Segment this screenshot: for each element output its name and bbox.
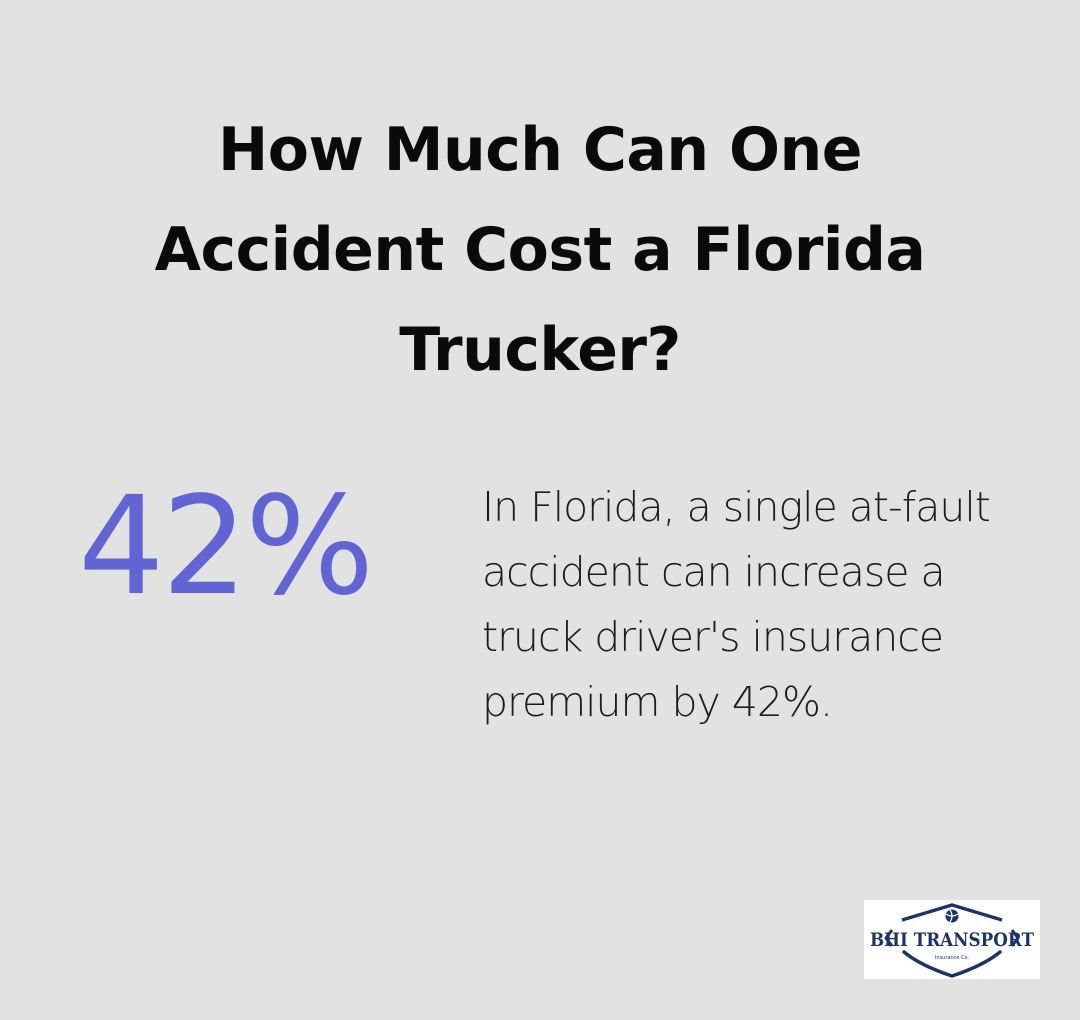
stat-value: 42% xyxy=(78,468,374,626)
logo-brand-text: BHI TRANSPORT xyxy=(870,929,1034,951)
shield-logo-icon: BHI TRANSPORT Insurance Co. xyxy=(870,903,1034,978)
company-logo: BHI TRANSPORT Insurance Co. xyxy=(864,900,1040,979)
page-title: How Much Can One Accident Cost a Florida… xyxy=(154,115,926,385)
logo-tagline-text: Insurance Co. xyxy=(935,955,970,961)
stat-description: In Florida, a single at-fault accident c… xyxy=(482,483,991,726)
